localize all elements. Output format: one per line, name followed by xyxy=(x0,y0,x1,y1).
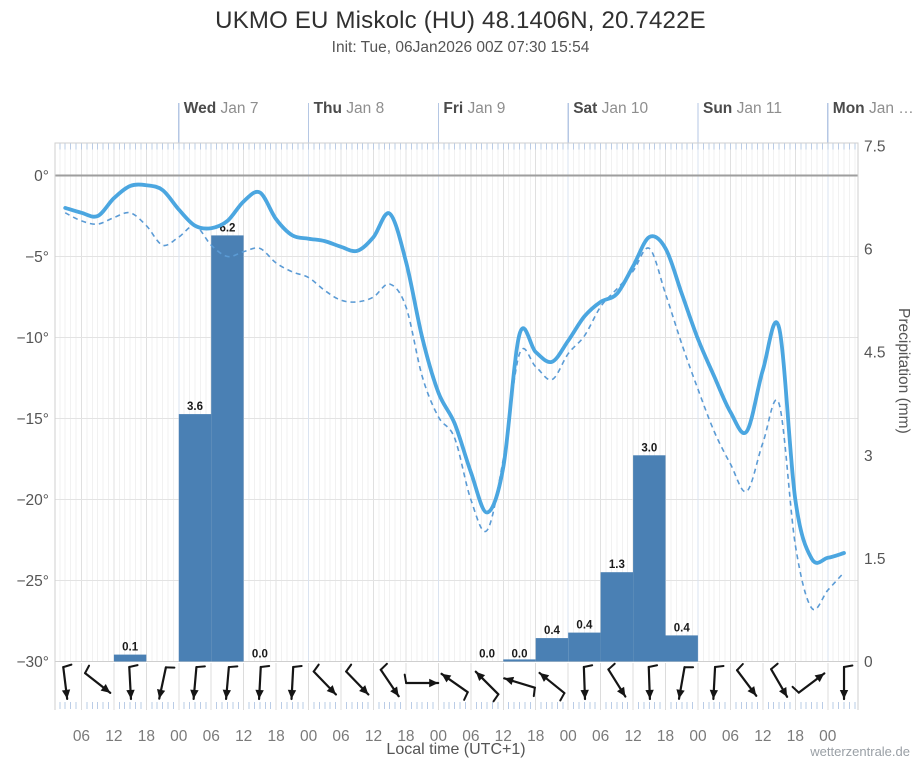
x-axis-tick-label: 12 xyxy=(365,728,382,745)
x-axis-tick-label: 18 xyxy=(527,728,544,745)
x-axis-tick-label: 12 xyxy=(495,728,512,745)
day-label: Wed Jan 7 xyxy=(184,100,259,117)
precip-value-label: 0.0 xyxy=(479,649,495,661)
x-axis-tick-label: 18 xyxy=(787,728,804,745)
precip-bar xyxy=(178,414,212,662)
x-axis-tick-label: 18 xyxy=(138,728,155,745)
precip-bar xyxy=(665,635,698,662)
day-label: Thu Jan 8 xyxy=(314,100,385,117)
x-axis-tick-label: 00 xyxy=(689,728,707,745)
precip-value-label: 0.4 xyxy=(544,625,561,637)
x-axis-tick-label: 12 xyxy=(624,728,641,745)
precip-bar xyxy=(600,572,633,662)
right-axis-tick-label: 7.5 xyxy=(864,139,886,156)
left-axis-tick-label: −10° xyxy=(17,330,50,347)
x-axis-tick-label: 00 xyxy=(170,728,188,745)
wind-arrow-icon xyxy=(735,663,758,697)
left-axis-tick-label: 0° xyxy=(34,168,49,185)
wind-arrow-icon xyxy=(190,665,206,701)
wind-arrow-icon xyxy=(403,673,440,688)
right-axis-tick-label: 1.5 xyxy=(864,551,886,568)
right-axis-tick-label: 4.5 xyxy=(864,345,886,362)
wind-arrow-icon xyxy=(770,662,789,698)
left-axis-tick-label: −5° xyxy=(25,249,49,266)
x-axis-tick-label: 00 xyxy=(300,728,318,745)
x-axis-tick-label: 06 xyxy=(722,728,739,745)
precip-value-label: 0.0 xyxy=(512,649,528,661)
x-axis-tick-label: 06 xyxy=(592,728,609,745)
wind-arrow-icon xyxy=(255,664,271,701)
wind-arrow-icon xyxy=(709,664,725,701)
x-axis-tick-label: 00 xyxy=(819,728,837,745)
wind-arrow-icon xyxy=(287,664,303,701)
wind-arrow-icon xyxy=(474,670,500,703)
precip-value-label: 3.0 xyxy=(641,442,657,454)
x-axis-tick-label: 00 xyxy=(430,728,448,745)
left-axis-tick-label: −15° xyxy=(17,411,50,428)
day-label: Mon Jan … xyxy=(833,100,914,117)
x-axis-tick-label: 00 xyxy=(560,728,578,745)
x-axis-tick-label: 12 xyxy=(754,728,771,745)
x-axis-tick-label: 18 xyxy=(397,728,414,745)
day-label: Sun Jan 11 xyxy=(703,100,782,117)
left-axis-tick-label: −20° xyxy=(17,492,50,509)
right-axis-tick-label: 3 xyxy=(864,448,873,465)
precip-bar xyxy=(633,455,666,662)
wind-arrow-icon xyxy=(345,663,370,696)
x-axis-tick-label: 18 xyxy=(657,728,674,745)
x-axis-tick-label: 06 xyxy=(203,728,220,745)
x-axis-tick-label: 12 xyxy=(235,728,252,745)
precip-bar xyxy=(113,654,147,662)
precip-value-label: 3.6 xyxy=(187,401,203,413)
wind-arrow-icon xyxy=(676,666,695,700)
precip-value-label: 0.4 xyxy=(576,620,593,632)
x-axis-tick-label: 06 xyxy=(462,728,479,745)
wind-arrow-icon xyxy=(222,665,239,701)
day-label: Fri Jan 9 xyxy=(443,100,505,117)
precip-bar xyxy=(535,638,569,662)
left-axis-tick-label: −25° xyxy=(17,573,50,590)
x-axis-tick-label: 06 xyxy=(332,728,349,745)
wind-arrow-icon xyxy=(379,662,400,698)
precip-bar xyxy=(211,235,244,662)
precip-value-label: 1.3 xyxy=(609,559,625,571)
x-axis-tick-label: 06 xyxy=(73,728,90,745)
x-axis-tick-label: 18 xyxy=(268,728,285,745)
wind-arrow-icon xyxy=(839,664,854,701)
precip-bar xyxy=(568,632,601,662)
precip-value-label: 0.0 xyxy=(252,649,268,661)
init-subtitle: Init: Tue, 06Jan2026 00Z 07:30 15:54 xyxy=(331,39,590,56)
right-axis-tick-label: 0 xyxy=(864,654,873,671)
x-axis-title: Local time (UTC+1) xyxy=(386,741,526,758)
wind-arrow-icon xyxy=(440,672,469,701)
precip-bar xyxy=(503,659,536,662)
wind-arrow-icon xyxy=(157,666,176,700)
wind-arrow-icon xyxy=(607,662,627,698)
x-axis-tick-label: 12 xyxy=(105,728,122,745)
wind-arrow-icon xyxy=(645,664,659,701)
precip-value-label: 0.4 xyxy=(674,622,691,634)
wind-arrow-icon xyxy=(312,663,338,696)
right-axis-title: Precipitation (mm) xyxy=(895,308,912,434)
right-axis-tick-label: 6 xyxy=(864,242,873,259)
temperature-curve xyxy=(63,182,846,565)
watermark: wetterzentrale.de xyxy=(810,744,910,759)
chart-title: UKMO EU Miskolc (HU) 48.1406N, 20.7422E xyxy=(215,7,706,34)
wind-arrow-icon xyxy=(503,676,536,698)
wind-arrow-icon xyxy=(126,664,139,701)
wind-arrow-icon xyxy=(538,671,566,702)
wind-arrow-icon xyxy=(83,664,112,694)
wind-arrow-icon xyxy=(791,672,826,694)
plot-border xyxy=(54,142,859,662)
wind-arrow-icon xyxy=(580,664,594,701)
precip-value-label: 0.1 xyxy=(122,642,139,654)
day-label: Sat Jan 10 xyxy=(573,100,648,117)
wind-arrow-icon xyxy=(61,663,73,700)
left-axis-tick-label: −30° xyxy=(17,654,50,671)
